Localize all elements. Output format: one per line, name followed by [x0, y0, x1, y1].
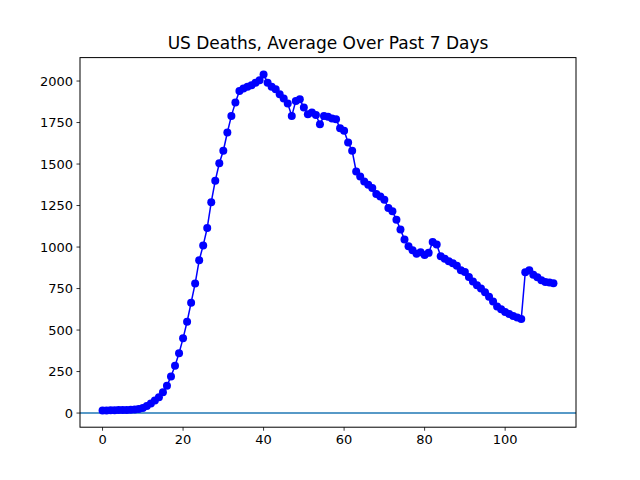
data-point [425, 249, 433, 257]
data-point [231, 99, 239, 107]
data-point [517, 315, 525, 323]
data-point [392, 216, 400, 224]
data-point [388, 207, 396, 215]
data-point [227, 112, 235, 120]
data-point [207, 198, 215, 206]
data-point [396, 226, 404, 234]
data-point [223, 129, 231, 137]
data-point [316, 120, 324, 128]
data-point [159, 388, 167, 396]
y-tick-label: 750 [48, 281, 73, 296]
data-point [211, 177, 219, 185]
data-point [219, 147, 227, 155]
data-point [203, 224, 211, 232]
data-line [103, 74, 554, 410]
data-point [433, 241, 441, 249]
x-tick-label: 60 [336, 432, 353, 447]
x-tick-label: 40 [255, 432, 272, 447]
y-tick-label: 500 [48, 323, 73, 338]
data-point [312, 111, 320, 119]
x-tick-label: 0 [98, 432, 106, 447]
data-point [195, 256, 203, 264]
y-tick-label: 1250 [40, 198, 73, 213]
data-point [183, 318, 191, 326]
chart-title: US Deaths, Average Over Past 7 Days [168, 33, 489, 53]
x-tick-label: 100 [493, 432, 518, 447]
x-tick-label: 80 [416, 432, 433, 447]
data-point [332, 115, 340, 123]
data-point [549, 279, 557, 287]
plot-area: 0204060801000250500750100012501500175020… [40, 58, 576, 448]
y-tick-label: 1500 [40, 157, 73, 172]
data-point [400, 236, 408, 244]
data-point [175, 349, 183, 357]
y-tick-label: 0 [65, 406, 73, 421]
data-point [163, 382, 171, 390]
data-point [380, 196, 388, 204]
data-point [344, 138, 352, 146]
data-point [296, 95, 304, 103]
data-point [179, 334, 187, 342]
y-tick-label: 1750 [40, 115, 73, 130]
data-point [348, 147, 356, 155]
chart-figure: US Deaths, Average Over Past 7 Days 0 20 4… [0, 0, 640, 480]
data-point [215, 159, 223, 167]
data-point [260, 70, 268, 78]
data-point [167, 373, 175, 381]
y-tick-label: 250 [48, 364, 73, 379]
data-point [171, 362, 179, 370]
y-tick-label: 2000 [40, 74, 73, 89]
data-point [199, 241, 207, 249]
data-point [288, 112, 296, 120]
data-point [284, 99, 292, 107]
us-deaths-line-chart: US Deaths, Average Over Past 7 Days 0 20 4… [0, 0, 640, 480]
data-point [340, 127, 348, 135]
x-tick-label: 20 [175, 432, 192, 447]
data-point [300, 104, 308, 112]
data-point [191, 280, 199, 288]
y-tick-label: 1000 [40, 240, 73, 255]
data-point [187, 299, 195, 307]
